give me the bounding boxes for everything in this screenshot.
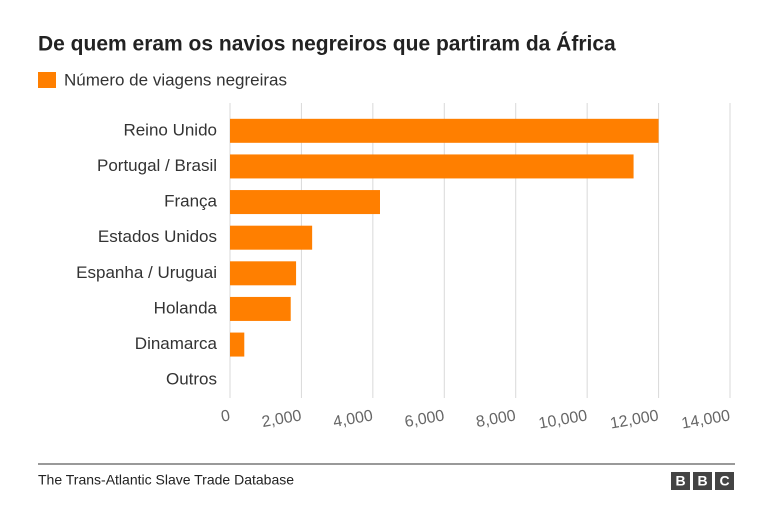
logo-letter: B (697, 473, 707, 489)
logo-box (715, 472, 734, 490)
x-tick-label: 10,000 (537, 407, 588, 432)
y-tick-label: Portugal / Brasil (97, 156, 217, 175)
y-tick-label: Dinamarca (135, 334, 218, 353)
source: The Trans-Atlantic Slave Trade Database (38, 472, 294, 488)
x-tick-label: 12,000 (609, 407, 660, 432)
logo-letter: C (719, 473, 729, 489)
legend-swatch (38, 72, 56, 88)
x-tick-label: 2,000 (260, 407, 302, 431)
y-tick-label: França (164, 192, 217, 211)
y-tick-label: Estados Unidos (98, 227, 217, 246)
x-tick-label: 14,000 (680, 407, 731, 432)
bar (230, 154, 634, 179)
y-tick-label: Espanha / Uruguai (76, 263, 217, 282)
bar (230, 190, 380, 215)
x-tick-label: 0 (220, 407, 232, 425)
logo-box (693, 472, 712, 490)
bar (230, 332, 245, 357)
bar (230, 261, 297, 286)
x-tick-label: 8,000 (475, 407, 517, 431)
logo-letter: B (675, 473, 685, 489)
y-tick-label: Reino Unido (123, 120, 217, 139)
y-tick-label: Holanda (154, 298, 218, 317)
y-tick-label: Outros (166, 370, 217, 389)
bar (230, 118, 659, 143)
bar (230, 225, 313, 250)
chart-title: De quem eram os navios negreiros que par… (38, 33, 616, 56)
x-tick-label: 6,000 (403, 407, 445, 431)
bar (230, 296, 291, 321)
legend-label: Número de viagens negreiras (64, 70, 287, 89)
x-tick-label: 4,000 (332, 407, 374, 431)
logo-box (671, 472, 690, 490)
